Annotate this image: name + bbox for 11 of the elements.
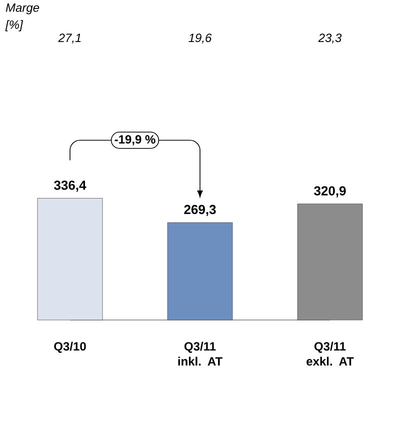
data-label: 320,9 <box>314 186 346 198</box>
data-label: 336,4 <box>54 180 86 192</box>
x-tick-label: Q3/11 exkl. AT <box>306 342 354 366</box>
text: 23,3 <box>318 34 342 44</box>
data-label: 269,3 <box>184 204 216 216</box>
text: Marge [%] <box>5 4 40 32</box>
text: 19,6 <box>188 34 212 44</box>
text: -19,9 % <box>114 135 156 146</box>
x-tick-label: Q3/10 <box>54 342 86 353</box>
x-tick-label: Q3/11 inkl. AT <box>178 342 222 366</box>
text: 27,1 <box>58 34 81 44</box>
